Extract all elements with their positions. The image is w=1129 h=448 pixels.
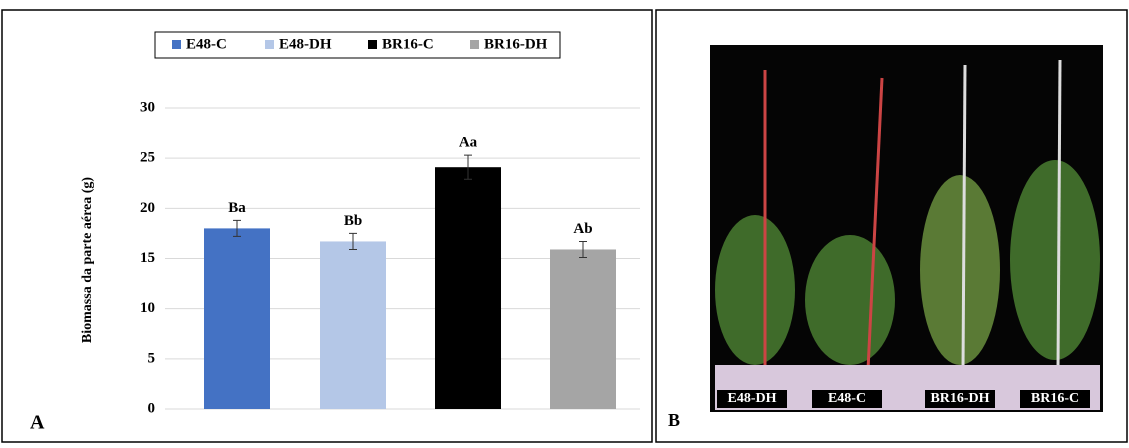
legend-swatch xyxy=(470,40,479,49)
y-tick-label: 10 xyxy=(140,300,155,316)
bar xyxy=(204,228,270,409)
plant xyxy=(715,215,795,365)
bar-annotation: Ba xyxy=(228,200,246,216)
bar xyxy=(550,249,616,409)
panel-label: B xyxy=(668,410,680,430)
legend-swatch xyxy=(368,40,377,49)
bar xyxy=(320,241,386,409)
bar xyxy=(435,167,501,409)
legend-swatch xyxy=(172,40,181,49)
y-axis-label: Biomassa da parte aérea (g) xyxy=(80,177,95,343)
panel-label: A xyxy=(30,412,45,434)
photo-label: E48-C xyxy=(828,391,866,406)
y-tick-label: 5 xyxy=(148,350,156,366)
stake xyxy=(963,65,965,370)
plant xyxy=(920,175,1000,365)
bar-annotation: Bb xyxy=(344,213,362,229)
legend-label: BR16-DH xyxy=(484,36,548,52)
plant xyxy=(1010,160,1100,360)
photo-label: BR16-C xyxy=(1031,391,1079,406)
bar-annotation: Aa xyxy=(459,135,478,151)
photo-label: E48-DH xyxy=(728,391,777,406)
y-tick-label: 0 xyxy=(148,400,156,416)
figure: A Biomassa da parte aérea (g) B 0 5 10 15 20… xyxy=(0,0,1129,443)
y-tick-label: 15 xyxy=(140,250,155,266)
plant xyxy=(805,235,895,365)
y-tick-label: 25 xyxy=(140,150,155,166)
legend-swatch xyxy=(265,40,274,49)
y-tick-label: 20 xyxy=(140,200,155,216)
legend-label: BR16-C xyxy=(382,36,434,52)
legend-label: E48-C xyxy=(186,36,227,52)
stake xyxy=(1058,60,1060,370)
y-tick-label: 30 xyxy=(140,99,155,115)
legend-label: E48-DH xyxy=(279,36,332,52)
bar-annotation: Ab xyxy=(573,221,592,237)
photo-label: BR16-DH xyxy=(930,391,989,406)
